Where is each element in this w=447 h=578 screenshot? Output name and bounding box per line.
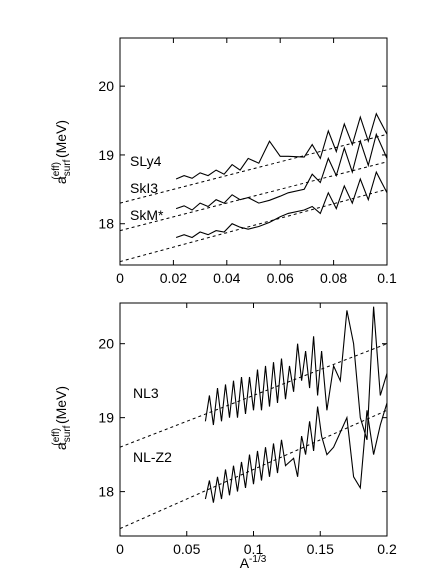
- bottom-xlabel: A-1/3: [240, 554, 267, 571]
- top-fit-lines: [119, 133, 388, 263]
- x-tick-label: 0.2: [377, 541, 397, 557]
- x-tick-label: 0.06: [267, 270, 294, 286]
- top-ylabel-sub: surf: [62, 159, 73, 176]
- bottom-xlabel-main: A: [240, 555, 250, 571]
- x-tick-label: 0.08: [320, 270, 347, 286]
- bottom-annotation-nl3: NL3: [133, 385, 159, 401]
- y-tick-label: 18: [98, 484, 114, 500]
- bottom-series-lines: [204, 306, 388, 503]
- bottom-annotation-nlz2: NL-Z2: [133, 449, 172, 465]
- y-tick-label: 20: [98, 78, 114, 94]
- series-line-ski3: [175, 132, 388, 211]
- series-line-nl3: [204, 306, 388, 440]
- x-tick-label: 0.1: [377, 270, 397, 286]
- top-ticks: [119, 38, 388, 265]
- top-ylabel-unit: (MeV): [53, 120, 69, 158]
- x-tick-label: 0.02: [160, 270, 187, 286]
- x-tick-label: 0.15: [307, 541, 334, 557]
- y-tick-label: 19: [98, 147, 114, 163]
- bottom-ylabel-sub: surf: [62, 425, 73, 442]
- top-series-lines: [175, 112, 388, 239]
- series-line-skm: [175, 170, 388, 239]
- bottom-ticks: [119, 303, 388, 536]
- bottom-tick-labels: 0 0.05 0.1 0.15 0.2 18 19 20: [98, 336, 397, 557]
- top-plot-frame: [119, 37, 388, 266]
- x-tick-label: 0.05: [173, 541, 200, 557]
- series-line-nl3-fit: [119, 343, 388, 448]
- top-annotation-sly4: SLy4: [130, 153, 162, 169]
- series-line-sly4: [175, 112, 388, 180]
- top-tick-labels: 0 0.02 0.04 0.06 0.08 0.1 18 19 20: [98, 78, 397, 286]
- bottom-ylabel-main: a: [53, 442, 69, 450]
- bottom-ylabel: asurf(eff) (MeV): [51, 386, 73, 450]
- top-panel: 0 0.02 0.04 0.06 0.08 0.1 18 19 20 SLy4 SkI3 SkM…: [51, 37, 397, 286]
- bottom-xlabel-sup: -1/3: [249, 554, 267, 565]
- top-annotation-ski3: SkI3: [130, 180, 158, 196]
- series-line-ski3-fit: [119, 161, 388, 232]
- series-line-nl-z2-fit: [119, 409, 388, 530]
- y-tick-label: 18: [98, 216, 114, 232]
- x-tick-label: 0: [116, 270, 124, 286]
- y-tick-label: 19: [98, 410, 114, 426]
- x-tick-label: 0: [116, 541, 124, 557]
- series-line-sly4-fit: [119, 133, 388, 204]
- series-line-nl-z2: [204, 402, 388, 503]
- bottom-fit-lines: [119, 343, 388, 530]
- x-tick-label: 0.04: [213, 270, 240, 286]
- y-tick-label: 20: [98, 336, 114, 352]
- top-annotation-skm: SkM*: [130, 207, 164, 223]
- top-ylabel: asurf(eff) (MeV): [51, 120, 73, 184]
- bottom-panel: 0 0.05 0.1 0.15 0.2 18 19 20 NL3 NL-Z2 asurf(ef…: [51, 302, 397, 571]
- x-tick-label: 0.1: [244, 541, 264, 557]
- bottom-ylabel-sup: (eff): [51, 428, 62, 446]
- bottom-ylabel-unit: (MeV): [53, 386, 69, 424]
- series-line-skm-fit: [119, 188, 388, 263]
- top-ylabel-main: a: [53, 176, 69, 184]
- top-ylabel-sup: (eff): [51, 162, 62, 180]
